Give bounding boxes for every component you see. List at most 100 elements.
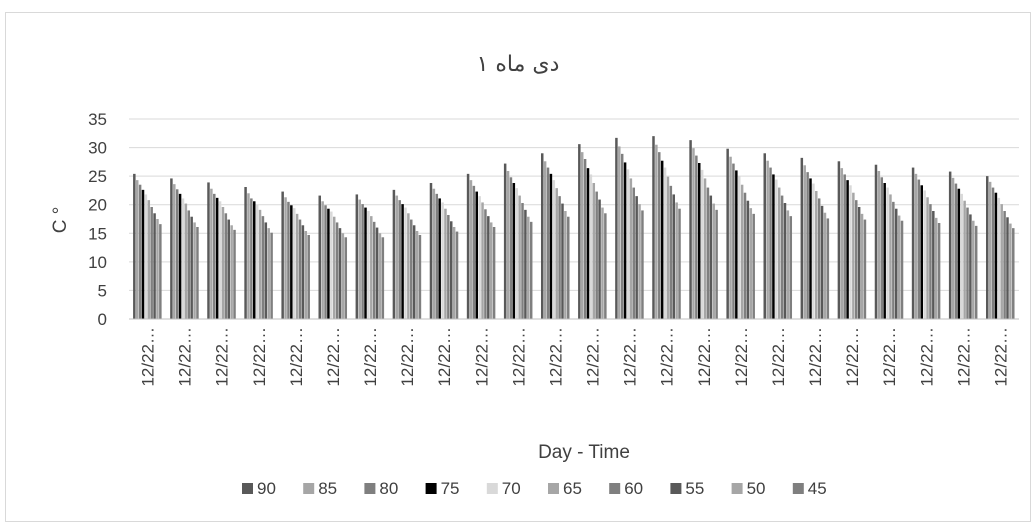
bar-85 (580, 152, 584, 319)
bar-45 (974, 225, 978, 319)
legend-label-85: 85 (318, 479, 337, 498)
bar-50 (638, 204, 641, 319)
bar-70 (441, 202, 444, 319)
bar-90 (652, 136, 655, 319)
bars (129, 136, 1019, 320)
x-axis-title: Day - Time (538, 442, 630, 463)
bar-45 (270, 232, 273, 319)
x-tick-label: 12/22… (139, 327, 158, 387)
bar-65 (1000, 204, 1003, 319)
bar-60 (855, 200, 858, 319)
bar-75 (253, 201, 256, 319)
bar-80 (658, 152, 661, 319)
x-tick-label: 12/22… (398, 327, 417, 387)
legend-swatch-55 (670, 483, 682, 494)
bar-50 (527, 216, 530, 319)
bar-80 (175, 189, 179, 319)
bar-90 (133, 173, 136, 319)
bar-45 (492, 227, 496, 319)
bar-55 (561, 203, 564, 319)
bar-55 (338, 228, 342, 319)
bar-45 (641, 210, 644, 319)
bar-85 (247, 193, 250, 319)
bar-90 (318, 195, 321, 319)
bar-65 (555, 188, 558, 319)
bar-60 (372, 221, 376, 319)
bar-70 (700, 169, 704, 319)
x-tick-label: 12/22… (732, 327, 751, 387)
bar-50 (675, 202, 678, 319)
bar-85 (766, 160, 769, 319)
legend-swatch-70 (486, 483, 498, 494)
bar-85 (914, 173, 918, 319)
bar-45 (900, 220, 904, 319)
bar-75 (475, 191, 478, 319)
bar-45 (863, 219, 867, 319)
bar-70 (552, 180, 556, 319)
bar-75 (215, 197, 219, 319)
bar-65 (740, 184, 744, 319)
bar-70 (330, 211, 333, 319)
bar-55 (449, 221, 453, 319)
bar-55 (301, 225, 305, 319)
bar-70 (292, 208, 296, 319)
bar-60 (929, 204, 932, 319)
bar-50 (452, 227, 456, 319)
x-tick-label: 12/22… (509, 327, 528, 387)
bar-45 (418, 235, 422, 319)
bar-55 (709, 195, 713, 319)
bar-90 (170, 178, 173, 319)
bar-90 (355, 194, 359, 319)
bar-80 (138, 184, 142, 319)
bar-45 (752, 213, 755, 319)
bar-55 (1006, 217, 1009, 319)
bar-65 (666, 176, 670, 319)
bar-80 (991, 187, 995, 319)
bar-90 (466, 173, 470, 319)
bar-55 (894, 208, 898, 319)
bar-60 (224, 213, 228, 319)
bar-50 (564, 211, 567, 319)
bar-85 (432, 188, 436, 319)
bar-80 (954, 183, 958, 319)
bar-70 (404, 207, 407, 319)
bar-70 (478, 196, 481, 319)
bar-70 (737, 176, 741, 319)
bar-50 (341, 233, 345, 319)
legend-label-65: 65 (563, 479, 582, 498)
x-tick-label: 12/22… (361, 327, 380, 387)
x-tick-label: 12/22… (806, 327, 825, 387)
bar-80 (546, 167, 550, 319)
bar-45 (196, 227, 199, 319)
bar-85 (210, 188, 213, 319)
bar-55 (820, 205, 824, 319)
bar-75 (364, 207, 367, 319)
bar-55 (969, 214, 972, 319)
bar-45 (567, 216, 570, 319)
bar-45 (529, 221, 533, 319)
x-tick-label: 12/22… (472, 327, 491, 387)
bar-45 (159, 224, 162, 319)
bar-60 (410, 219, 413, 319)
bar-70 (589, 174, 593, 319)
bar-90 (281, 191, 284, 319)
bar-50 (972, 220, 975, 319)
bar-90 (578, 144, 581, 319)
x-tick-label: 12/22… (954, 327, 973, 387)
bar-55 (672, 194, 675, 319)
bar-60 (743, 192, 747, 319)
bar-70 (218, 201, 222, 319)
bar-80 (917, 179, 921, 319)
bar-65 (963, 200, 966, 319)
bar-75 (772, 174, 775, 319)
bar-85 (469, 180, 473, 319)
legend-swatch-65 (548, 483, 559, 494)
bar-70 (144, 194, 148, 319)
y-tick-label: 20 (88, 196, 107, 215)
bar-90 (503, 163, 507, 319)
bar-75 (846, 180, 849, 319)
bar-80 (732, 163, 735, 319)
bar-85 (321, 201, 324, 319)
bar-90 (874, 164, 878, 319)
bar-45 (233, 229, 236, 319)
